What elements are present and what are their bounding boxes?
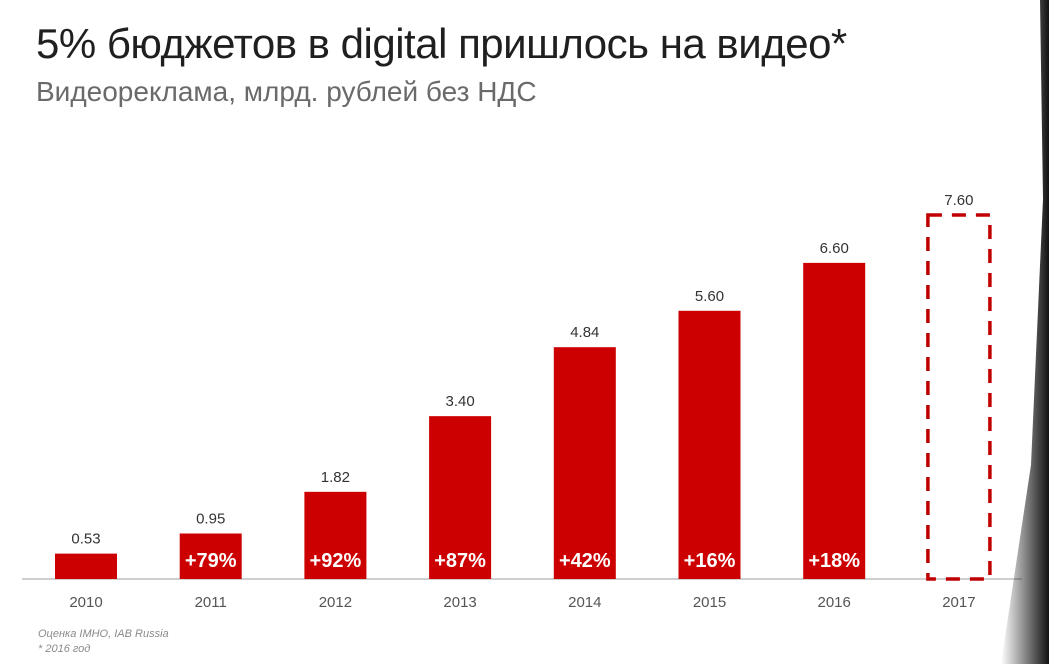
- x-tick-label-2013: 2013: [443, 594, 476, 611]
- bar-2014: [553, 347, 616, 579]
- chart-title: 5% бюджетов в digital пришлось на видео*: [36, 20, 847, 67]
- bar-2013: [429, 416, 492, 579]
- value-label-2015: 5.60: [695, 288, 724, 305]
- value-label-2013: 3.40: [445, 393, 474, 410]
- bar-2010: [55, 553, 117, 579]
- value-label-2010: 0.53: [71, 531, 100, 548]
- growth-label-2015: +16%: [684, 550, 736, 572]
- footnote-text: * 2016 год: [38, 643, 91, 655]
- x-tick-label-2016: 2016: [818, 594, 851, 611]
- bar-2016: [803, 262, 866, 579]
- x-tick-label-2011: 2011: [195, 594, 227, 611]
- growth-label-2012: +92%: [310, 550, 362, 572]
- growth-label-2011: +79%: [185, 550, 237, 572]
- value-label-2014: 4.84: [570, 324, 599, 341]
- bar-2015: [678, 310, 741, 579]
- bar-2012: [304, 491, 367, 579]
- chart-subtitle: Видеореклама, млрд. рублей без НДС: [36, 76, 537, 107]
- value-label-2012: 1.82: [321, 469, 350, 486]
- value-label-2016: 6.60: [820, 240, 849, 257]
- x-tick-label-2012: 2012: [319, 594, 352, 611]
- growth-label-2013: +87%: [434, 550, 486, 572]
- x-tick-label-2010: 2010: [69, 594, 102, 611]
- bar-2011: [179, 533, 242, 579]
- source-text: Оценка IMHO, IAB Russia: [38, 628, 169, 640]
- growth-label-2014: +42%: [559, 550, 611, 572]
- value-label-2011: 0.95: [196, 511, 225, 528]
- x-tick-label-2015: 2015: [693, 594, 726, 611]
- x-tick-label-2014: 2014: [568, 594, 601, 611]
- bar-forecast-2017: [926, 213, 992, 581]
- x-tick-label-2017: 2017: [942, 594, 975, 611]
- value-label-2017: 7.60: [944, 192, 973, 209]
- growth-label-2016: +18%: [808, 550, 860, 572]
- source-note: Оценка IMHO, IAB Russia * 2016 год: [38, 627, 169, 657]
